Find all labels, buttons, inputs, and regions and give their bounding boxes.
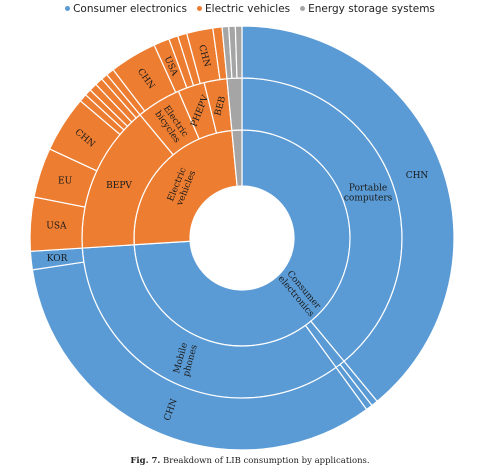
sunburst-center-hole	[190, 186, 294, 290]
caption-figure-number: Fig. 7.	[130, 456, 160, 466]
outer-segment-label: CHN	[406, 171, 429, 181]
middle-segment-label: BEPV	[106, 181, 132, 191]
outer-segment-label: USA	[46, 222, 67, 232]
middle-segment-label: Portable computers	[344, 184, 393, 204]
outer-segment-label: KOR	[47, 254, 68, 264]
figure-caption: Fig. 7. Breakdown of LIB consumption by …	[0, 456, 500, 466]
caption-text: Breakdown of LIB consumption by applicat…	[160, 456, 369, 466]
outer-ring-segment	[235, 26, 242, 78]
outer-segment-label: EU	[58, 177, 73, 187]
